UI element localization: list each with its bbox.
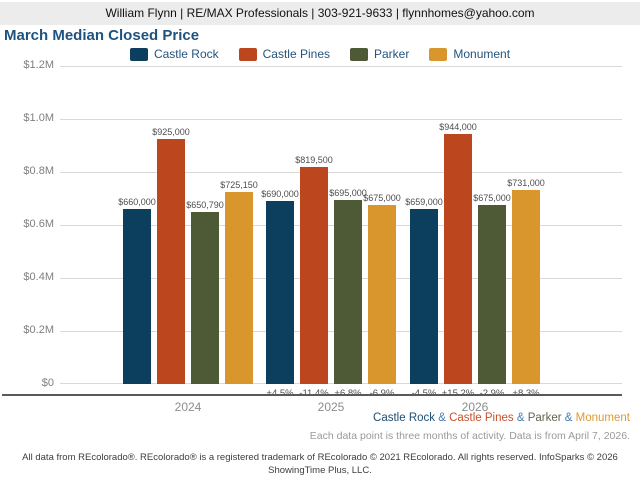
footnote-series-part: Monument (575, 412, 630, 424)
bar-value-label: $819,500 (295, 155, 333, 165)
agent-contact-text: William Flynn | RE/MAX Professionals | 3… (105, 6, 535, 20)
copyright-line-1: All data from REcolorado®. REcolorado® i… (22, 452, 618, 463)
bar-value-label: $925,000 (152, 127, 190, 137)
bar-change-label: -2.9% (460, 388, 524, 399)
gridline (60, 66, 622, 67)
x-tick-label-2025: 2025 (317, 400, 345, 414)
bar-change-label: -6.9% (350, 388, 414, 399)
bar-value-label: $695,000 (329, 188, 367, 198)
bar-value-label: $731,000 (507, 178, 545, 188)
bar-castle-rock-2025 (266, 201, 294, 384)
y-tick-label: $0.2M (23, 324, 54, 336)
bar-monument-2026 (512, 190, 540, 384)
bar-value-label: $944,000 (439, 122, 477, 132)
bar-change-label: +4.5% (248, 388, 312, 399)
bar-change-label: -11.4% (282, 388, 346, 399)
x-tick-label-2026: 2026 (461, 400, 489, 414)
bar-group-2024: $660,000 $925,000 $650,790 $725,150 (118, 66, 258, 384)
legend-swatch-icon (429, 47, 448, 61)
legend-item-castle-pines: Castle Pines (238, 47, 330, 61)
bar-castle-pines-2024 (157, 139, 185, 384)
x-axis-line (2, 394, 622, 396)
footnote-series-part: Parker (527, 412, 562, 424)
legend-label: Monument (453, 47, 511, 61)
gridline (60, 172, 622, 173)
bar-value-label: $650,790 (186, 200, 224, 210)
bar-monument-2025 (368, 205, 396, 384)
footnote-series-part: & (435, 412, 450, 424)
footnote-series-part: & (513, 412, 528, 424)
bar-change-label: -4.5% (392, 388, 456, 399)
y-tick-label: $0 (41, 377, 54, 389)
legend-swatch-icon (129, 47, 148, 61)
bar-value-label: $675,000 (363, 193, 401, 203)
footnote-series-part: Castle Pines (449, 412, 514, 424)
y-tick-label: $0.6M (23, 218, 54, 230)
y-tick-label: $1.2M (23, 59, 54, 71)
bar-value-label: $659,000 (405, 197, 443, 207)
bar-parker-2026 (478, 205, 506, 384)
bar-castle-pines-2025 (300, 167, 328, 384)
bar-change-label: +8.3% (494, 388, 558, 399)
footnote-series-names: Castle Rock & Castle Pines & Parker & Mo… (373, 412, 630, 424)
footnote-data-line: Each data point is three months of activ… (309, 430, 630, 442)
legend-label: Parker (374, 47, 410, 61)
bar-change-label: +6.8% (316, 388, 380, 399)
legend-item-castle-rock: Castle Rock (129, 47, 219, 61)
y-tick-label: $0.4M (23, 271, 54, 283)
legend-label: Castle Pines (262, 47, 330, 61)
bar-value-label: $725,150 (220, 180, 258, 190)
legend-label: Castle Rock (153, 47, 219, 61)
chart-legend: Castle Rock Castle Pines Parker Monument (0, 47, 640, 61)
bar-parker-2025 (334, 200, 362, 384)
y-axis: $0 $0.2M $0.4M $0.6M $0.8M $1.0M $1.2M (0, 59, 54, 389)
bar-group-2025: $690,000+4.5%$819,500-11.4%$695,000+6.8%… (261, 66, 401, 399)
agent-header: William Flynn | RE/MAX Professionals | 3… (0, 2, 640, 25)
copyright-footer: All data from REcolorado®. REcolorado® i… (10, 451, 630, 478)
x-tick-label-2024: 2024 (174, 400, 202, 414)
y-tick-label: $0.8M (23, 165, 54, 177)
bar-group-2026: $659,000-4.5%$944,000+15.2%$675,000-2.9%… (405, 66, 545, 399)
bar-value-label: $675,000 (473, 193, 511, 203)
footnote-series-part: & (561, 412, 576, 424)
bar-value-label: $660,000 (118, 197, 156, 207)
legend-item-parker: Parker (350, 47, 409, 61)
page-title: March Median Closed Price (4, 27, 200, 44)
bar-monument-2024 (225, 192, 253, 384)
legend-swatch-icon (238, 47, 257, 61)
plot-area: $660,000 $925,000 $650,790 $725,150 $690,000… (60, 66, 622, 399)
legend-swatch-icon (350, 47, 368, 61)
copyright-line-2: ShowingTime Plus, LLC. (268, 465, 372, 477)
bar-value-label: $690,000 (261, 189, 299, 199)
y-tick-label: $1.0M (23, 112, 54, 124)
legend-item-monument: Monument (429, 47, 510, 61)
bar-castle-rock-2026 (410, 209, 438, 384)
bar-parker-2024 (191, 212, 219, 384)
bar-castle-pines-2026 (444, 134, 472, 384)
bar-castle-rock-2024 (123, 209, 151, 384)
gridline (60, 119, 622, 120)
footnote-series-part: Castle Rock (373, 412, 436, 424)
bar-change-label: +15.2% (426, 388, 490, 399)
